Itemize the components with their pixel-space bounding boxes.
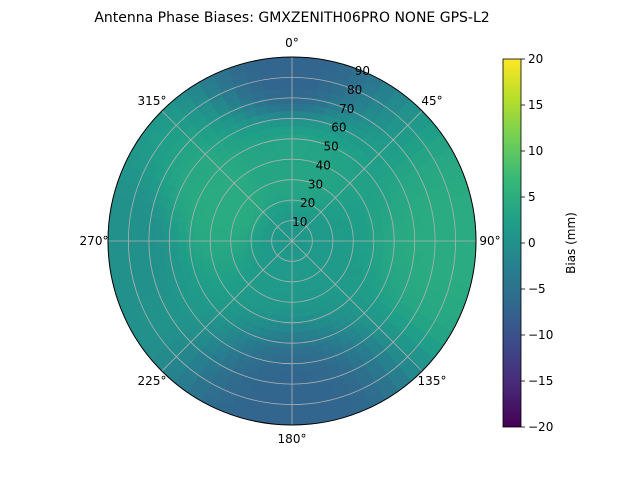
bias-cell <box>467 223 476 243</box>
bias-field <box>108 57 476 425</box>
bias-cell <box>287 193 293 204</box>
colorbar-tick-label: 20 <box>528 52 543 66</box>
colorbar-ticks: 20 15 10 5 0 −5 −10 −15 −20 <box>521 52 553 434</box>
angle-gridline <box>291 240 423 372</box>
radial-tick-labels: 10 20 30 40 50 60 70 80 90 <box>292 64 370 229</box>
angle-gridline <box>161 240 293 372</box>
angle-tick-label: 180° <box>278 432 307 446</box>
radial-tick-label: 30 <box>308 177 323 191</box>
colorbar-tick-label: 0 <box>528 236 536 250</box>
bias-cell <box>274 416 294 425</box>
radial-tick-label: 80 <box>347 83 362 97</box>
bias-cell <box>467 239 476 259</box>
plot-frame <box>107 56 477 426</box>
radial-tick-label: 50 <box>323 140 338 154</box>
radial-tick-label: 60 <box>331 121 346 135</box>
colorbar-tick-label: −20 <box>528 420 553 434</box>
radial-tick-label: 10 <box>292 215 307 229</box>
colorbar-tick-label: −5 <box>528 282 546 296</box>
angle-tick-label: 135° <box>418 374 447 388</box>
radial-tick-label: 20 <box>300 196 315 210</box>
angle-tick-label: 270° <box>80 234 109 248</box>
colorbar-label: Bias (mm) <box>564 212 578 274</box>
chart-title: Antenna Phase Biases: GMXZENITH06PRO NON… <box>94 10 489 26</box>
angle-tick-label: 90° <box>479 234 500 248</box>
colorbar: 20 15 10 5 0 −5 −10 −15 −20 Bias (mm) <box>502 52 578 434</box>
angle-tick-labels: 0° 45° 90° 135° 180° 225° 270° 315° <box>80 36 501 446</box>
colorbar-tick-label: −10 <box>528 328 553 342</box>
colorbar-tick-label: 15 <box>528 98 543 112</box>
bias-cell <box>108 223 117 243</box>
colorbar-tick-label: −15 <box>528 374 553 388</box>
angle-gridline <box>161 110 293 242</box>
radial-tick-label: 40 <box>316 158 331 172</box>
radial-tick-label: 70 <box>339 102 354 116</box>
angle-tick-label: 315° <box>138 94 167 108</box>
colorbar-tick-label: 10 <box>528 144 543 158</box>
radial-tick-label: 90 <box>355 64 370 78</box>
angle-tick-label: 225° <box>138 374 167 388</box>
angle-tick-label: 45° <box>421 94 442 108</box>
polar-grid <box>107 56 477 426</box>
colorbar-tick-label: 5 <box>528 190 536 204</box>
bias-cell <box>290 416 310 425</box>
angle-gridline <box>291 110 423 242</box>
angle-tick-label: 0° <box>285 36 299 50</box>
bias-cell <box>108 239 117 259</box>
bias-cell <box>274 57 294 66</box>
colorbar-fill <box>502 58 522 428</box>
